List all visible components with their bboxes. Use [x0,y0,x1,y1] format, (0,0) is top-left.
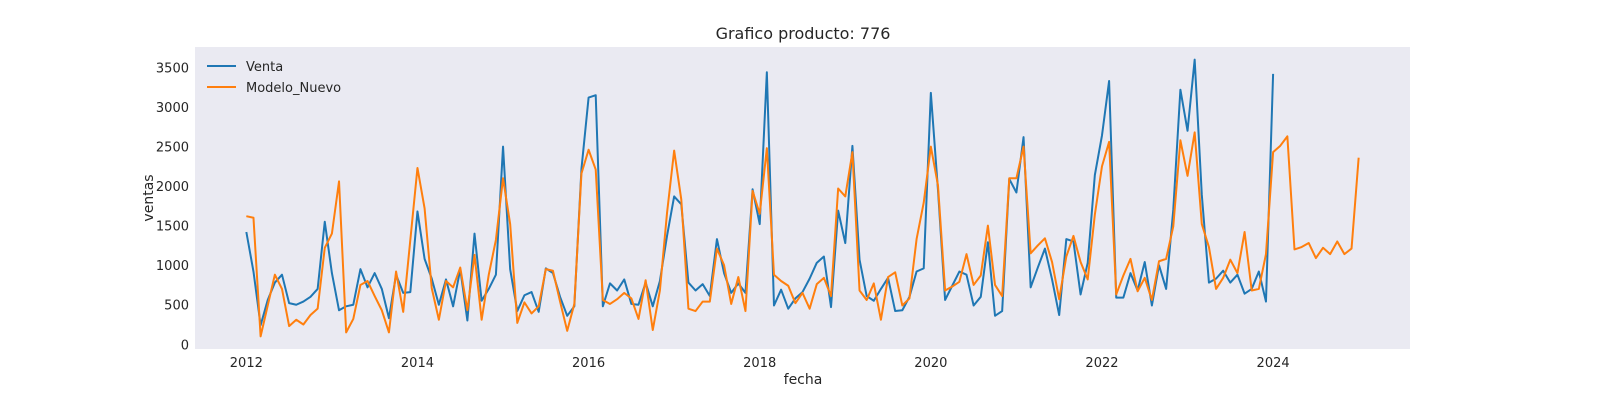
y-tick-label: 500 [164,299,189,314]
series-line-modelo-nuevo [246,131,1360,338]
plot-area [195,47,1410,349]
y-tick-label: 3500 [156,62,189,77]
y-tick-label: 2000 [156,180,189,195]
y-axis: 0 500 1000 1500 2000 2500 3000 3500 [156,62,189,354]
x-tick-label: 2014 [401,356,434,371]
series-line-venta [245,58,1275,327]
y-tick-label: 0 [181,338,189,353]
series-layer [245,58,1360,338]
y-tick-label: 3000 [156,101,189,116]
chart-title: Grafico producto: 776 [716,24,891,43]
y-tick-label: 1500 [156,220,189,235]
x-axis: 2012 2014 2016 2018 2020 2022 2024 [230,356,1290,371]
x-tick-label: 2024 [1257,356,1290,371]
x-tick-label: 2012 [230,356,263,371]
x-tick-label: 2016 [572,356,605,371]
y-tick-label: 2500 [156,141,189,156]
legend: Venta Modelo_Nuevo [207,60,341,96]
y-tick-label: 1000 [156,259,189,274]
legend-label: Modelo_Nuevo [246,81,341,96]
legend-label: Venta [246,60,283,75]
x-axis-label: fecha [784,372,823,388]
x-tick-label: 2022 [1085,356,1118,371]
x-tick-label: 2018 [743,356,776,371]
x-tick-label: 2020 [914,356,947,371]
y-axis-label: ventas [141,174,157,221]
